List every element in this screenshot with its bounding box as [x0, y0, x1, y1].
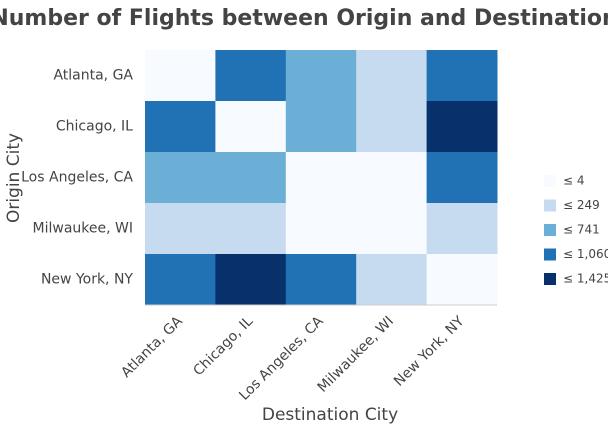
x-tick-label: Atlanta, GA — [118, 313, 186, 381]
y-tick-label: Milwaukee, WI — [33, 221, 133, 237]
x-tick-label: New York, NY — [391, 313, 468, 390]
heatmap-cell — [285, 254, 357, 306]
heatmap-cell — [356, 203, 428, 255]
heatmap-cell — [285, 101, 357, 153]
x-axis-title: Destination City — [262, 405, 398, 425]
chart-title: Number of Flights between Origin and Des… — [0, 6, 608, 31]
heatmap-cell — [426, 203, 498, 255]
y-tick-label: Chicago, IL — [56, 119, 133, 135]
heatmap-cell — [215, 203, 287, 255]
heatmap-cell — [356, 254, 428, 306]
heatmap-cell — [285, 152, 357, 204]
legend-label: ≤ 1,060 — [563, 247, 608, 261]
heatmap-cell — [285, 203, 357, 255]
heatmap-cell — [215, 152, 287, 204]
heatmap-cell — [145, 254, 216, 306]
heatmap-cell — [145, 50, 216, 102]
heatmap-cell — [145, 101, 216, 153]
heatmap-cell — [356, 152, 428, 204]
y-axis-title: Origin City — [4, 133, 24, 223]
legend-swatch — [544, 224, 556, 236]
heatmap-cell — [426, 50, 498, 102]
heatmap-cell — [215, 254, 287, 306]
legend-label: ≤ 249 — [563, 198, 600, 212]
heatmap-cell — [145, 203, 216, 255]
legend-label: ≤ 741 — [563, 223, 600, 237]
y-tick-label: New York, NY — [41, 272, 133, 288]
heatmap-cell — [215, 50, 287, 102]
y-tick-label: Atlanta, GA — [53, 68, 133, 84]
y-tick-label: Los Angeles, CA — [21, 170, 133, 186]
heatmap-cell — [426, 254, 498, 306]
heatmap-cell — [285, 50, 357, 102]
heatmap-cell — [215, 101, 287, 153]
legend-swatch — [544, 248, 556, 261]
x-tick-label: Chicago, IL — [190, 313, 256, 379]
heatmap-cell — [356, 101, 428, 153]
legend-label: ≤ 1,425 — [563, 272, 608, 286]
legend-swatch — [544, 175, 556, 187]
legend-swatch — [544, 199, 556, 212]
heatmap-cell — [426, 101, 498, 153]
heatmap-cell — [356, 50, 428, 102]
x-tick-label: Milwaukee, WI — [315, 313, 397, 395]
heatmap-cell — [145, 152, 216, 204]
heatmap-cell — [426, 152, 498, 204]
legend-label: ≤ 4 — [563, 174, 585, 188]
legend-swatch — [544, 273, 556, 285]
